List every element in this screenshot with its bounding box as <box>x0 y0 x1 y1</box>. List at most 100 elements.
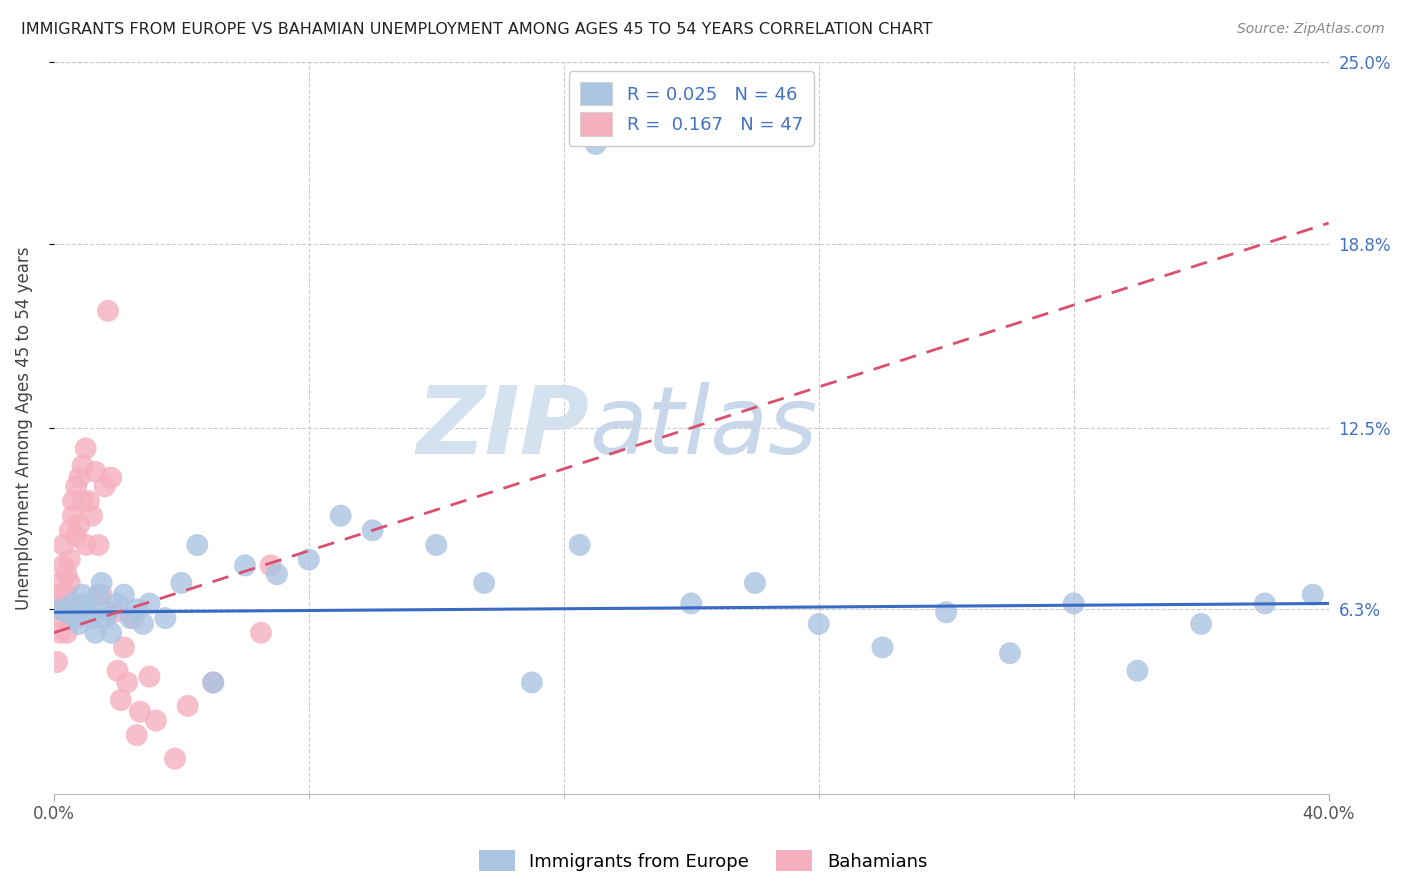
Point <box>97 605 120 619</box>
Point <box>49 576 72 591</box>
Point <box>72 494 94 508</box>
Point <box>138 597 160 611</box>
Point <box>266 567 288 582</box>
Point <box>138 670 160 684</box>
Point <box>107 597 129 611</box>
Point <box>935 605 957 619</box>
Point <box>67 517 90 532</box>
Point <box>62 508 84 523</box>
Point <box>59 576 82 591</box>
Point <box>585 137 607 152</box>
Point <box>807 617 830 632</box>
Point <box>744 576 766 591</box>
Point <box>202 675 225 690</box>
Point <box>62 494 84 508</box>
Point <box>1189 617 1212 632</box>
Point <box>155 611 177 625</box>
Point <box>87 538 110 552</box>
Point <box>80 611 103 625</box>
Point <box>110 693 132 707</box>
Point <box>112 588 135 602</box>
Point <box>46 655 69 669</box>
Point <box>52 611 75 625</box>
Point <box>176 698 198 713</box>
Point <box>65 529 87 543</box>
Point <box>259 558 281 573</box>
Point <box>472 576 495 591</box>
Point <box>55 625 77 640</box>
Point <box>568 538 591 552</box>
Point <box>75 442 97 456</box>
Point <box>94 479 117 493</box>
Point <box>49 602 72 616</box>
Point <box>186 538 208 552</box>
Point <box>107 664 129 678</box>
Point <box>122 611 145 625</box>
Point <box>67 470 90 484</box>
Point <box>681 597 703 611</box>
Point <box>125 728 148 742</box>
Point <box>80 508 103 523</box>
Point <box>59 552 82 566</box>
Point <box>84 465 107 479</box>
Text: ZIP: ZIP <box>416 382 589 474</box>
Point <box>145 714 167 728</box>
Point <box>125 602 148 616</box>
Point <box>84 625 107 640</box>
Point <box>87 588 110 602</box>
Text: atlas: atlas <box>589 383 817 474</box>
Point <box>75 538 97 552</box>
Point <box>233 558 256 573</box>
Legend: R = 0.025   N = 46, R =  0.167   N = 47: R = 0.025 N = 46, R = 0.167 N = 47 <box>569 71 814 146</box>
Point <box>90 576 112 591</box>
Point <box>90 588 112 602</box>
Point <box>425 538 447 552</box>
Point <box>72 588 94 602</box>
Point <box>94 611 117 625</box>
Point <box>1063 597 1085 611</box>
Point <box>72 458 94 473</box>
Point <box>250 625 273 640</box>
Point <box>520 675 543 690</box>
Point <box>128 705 150 719</box>
Point <box>202 675 225 690</box>
Point <box>872 640 894 655</box>
Point <box>65 479 87 493</box>
Point <box>115 675 138 690</box>
Point <box>100 625 122 640</box>
Point <box>77 494 100 508</box>
Y-axis label: Unemployment Among Ages 45 to 54 years: Unemployment Among Ages 45 to 54 years <box>15 246 32 609</box>
Point <box>298 552 321 566</box>
Point <box>49 625 72 640</box>
Point <box>75 597 97 611</box>
Point <box>65 611 87 625</box>
Text: IMMIGRANTS FROM EUROPE VS BAHAMIAN UNEMPLOYMENT AMONG AGES 45 TO 54 YEARS CORREL: IMMIGRANTS FROM EUROPE VS BAHAMIAN UNEMP… <box>21 22 932 37</box>
Point <box>55 567 77 582</box>
Point <box>120 611 142 625</box>
Point <box>132 617 155 632</box>
Point <box>1126 664 1149 678</box>
Point <box>52 538 75 552</box>
Point <box>55 588 77 602</box>
Point <box>1302 588 1324 602</box>
Point <box>52 558 75 573</box>
Point <box>97 303 120 318</box>
Legend: Immigrants from Europe, Bahamians: Immigrants from Europe, Bahamians <box>471 843 935 879</box>
Point <box>163 751 186 765</box>
Text: Source: ZipAtlas.com: Source: ZipAtlas.com <box>1237 22 1385 37</box>
Point <box>77 602 100 616</box>
Point <box>59 524 82 538</box>
Point <box>46 597 69 611</box>
Point <box>55 605 77 619</box>
Point <box>361 524 384 538</box>
Point <box>103 605 125 619</box>
Point <box>112 640 135 655</box>
Point <box>100 470 122 484</box>
Point <box>170 576 193 591</box>
Point <box>49 588 72 602</box>
Point <box>1254 597 1277 611</box>
Point <box>67 617 90 632</box>
Point <box>329 508 352 523</box>
Point <box>998 646 1021 660</box>
Point <box>62 597 84 611</box>
